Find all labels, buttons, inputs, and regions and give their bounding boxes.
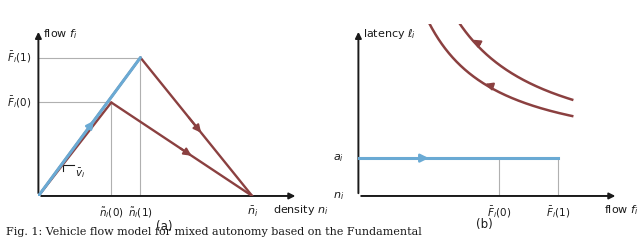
- Text: $\tilde{n}_i(1)$: $\tilde{n}_i(1)$: [128, 205, 153, 220]
- Text: (a): (a): [156, 220, 173, 233]
- Text: density $n_i$: density $n_i$: [273, 203, 328, 217]
- Text: flow $f_i$: flow $f_i$: [604, 203, 638, 217]
- Text: Fig. 1: Vehicle flow model for mixed autonomy based on the Fundamental: Fig. 1: Vehicle flow model for mixed aut…: [6, 227, 422, 237]
- Text: $n_i$: $n_i$: [333, 190, 344, 202]
- Text: $\bar{F}_i(1)$: $\bar{F}_i(1)$: [7, 50, 31, 65]
- Text: $\bar{n}_i$: $\bar{n}_i$: [246, 205, 258, 219]
- Text: latency $\ell_i$: latency $\ell_i$: [364, 27, 417, 41]
- Text: flow $f_i$: flow $f_i$: [44, 27, 77, 41]
- Text: $\bar{F}_i(0)$: $\bar{F}_i(0)$: [487, 205, 511, 220]
- Text: $\tilde{n}_i(0)$: $\tilde{n}_i(0)$: [99, 205, 124, 220]
- Text: (b): (b): [476, 218, 493, 231]
- Text: $\bar{F}_i(1)$: $\bar{F}_i(1)$: [545, 205, 570, 220]
- Text: $\bar{v}_i$: $\bar{v}_i$: [75, 166, 85, 180]
- Text: $a_i$: $a_i$: [333, 152, 344, 164]
- Text: $\bar{F}_i(0)$: $\bar{F}_i(0)$: [7, 95, 31, 110]
